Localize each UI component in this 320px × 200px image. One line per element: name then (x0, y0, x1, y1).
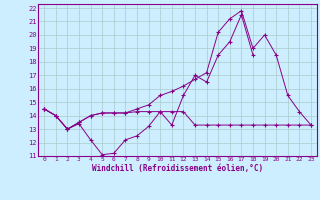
X-axis label: Windchill (Refroidissement éolien,°C): Windchill (Refroidissement éolien,°C) (92, 164, 263, 173)
